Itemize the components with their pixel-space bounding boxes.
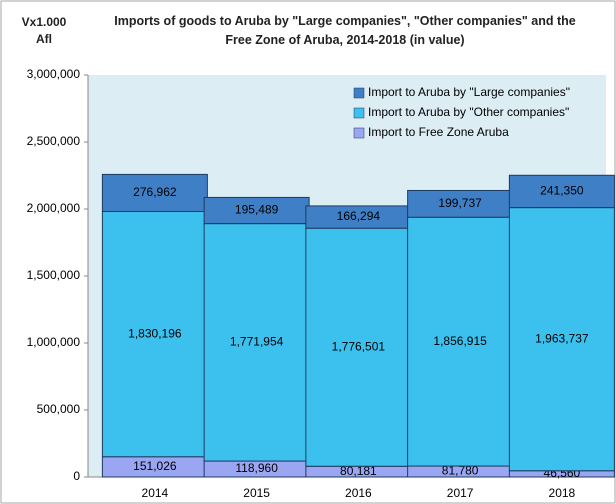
y-tick-label: 3,000,000 bbox=[27, 67, 81, 81]
data-label: 1,830,196 bbox=[128, 326, 182, 340]
y-tick-label: 1,000,000 bbox=[27, 335, 81, 349]
legend-swatch bbox=[353, 87, 365, 99]
bar-segment bbox=[508, 174, 615, 209]
y-axis-label: Vx1.000 Afl bbox=[21, 15, 67, 46]
data-label: 80,181 bbox=[340, 464, 377, 478]
legend-box bbox=[348, 80, 598, 146]
data-label: 1,776,501 bbox=[332, 339, 386, 353]
data-label: 151,026 bbox=[133, 459, 177, 473]
data-label: 1,771,954 bbox=[230, 335, 284, 349]
bar-segment bbox=[407, 189, 514, 218]
bar-segment bbox=[508, 207, 615, 472]
data-label: 199,737 bbox=[438, 196, 482, 210]
data-label: 1,963,737 bbox=[535, 331, 589, 345]
data-label: 276,962 bbox=[133, 185, 177, 199]
data-label: 118,960 bbox=[235, 461, 278, 475]
y-tick-label: 2,500,000 bbox=[27, 134, 81, 148]
data-label: 1,856,915 bbox=[433, 334, 487, 348]
legend-swatch bbox=[353, 127, 365, 139]
x-tick-label: 2016 bbox=[345, 486, 372, 500]
chart-title: Imports of goods to Aruba by "Large comp… bbox=[114, 14, 576, 47]
y-tick-label: 1,500,000 bbox=[27, 268, 81, 282]
legend-label: Import to Free Zone Aruba bbox=[368, 125, 509, 139]
bar-segment bbox=[101, 173, 208, 213]
data-label: 241,350 bbox=[540, 184, 584, 198]
x-tick-label: 2018 bbox=[549, 486, 576, 500]
data-label: 166,294 bbox=[337, 209, 381, 223]
y-tick-label: 500,000 bbox=[37, 402, 81, 416]
x-tick-label: 2017 bbox=[447, 486, 474, 500]
y-tick-label: 2,000,000 bbox=[27, 201, 81, 215]
data-label: 81,780 bbox=[442, 464, 479, 478]
x-tick-label: 2015 bbox=[243, 486, 270, 500]
x-tick-label: 2014 bbox=[142, 486, 169, 500]
legend-label: Import to Aruba by "Other companies" bbox=[368, 105, 569, 119]
bar-segment bbox=[203, 223, 310, 462]
data-label: 195,489 bbox=[235, 203, 279, 217]
y-tick-label: 0 bbox=[73, 469, 80, 483]
legend-swatch bbox=[353, 107, 365, 119]
bar-segment bbox=[407, 216, 514, 467]
legend-label: Import to Aruba by "Large companies" bbox=[368, 85, 570, 99]
